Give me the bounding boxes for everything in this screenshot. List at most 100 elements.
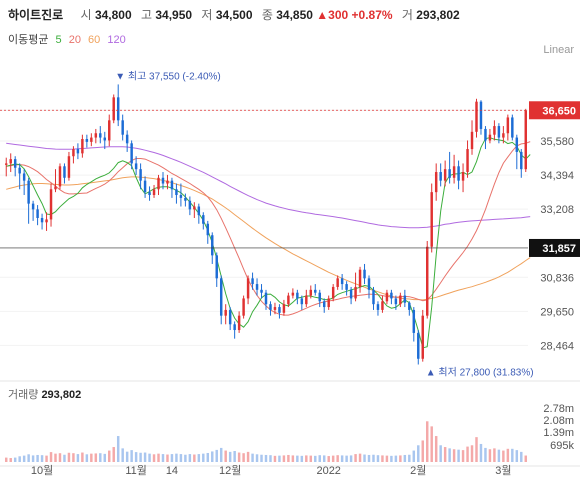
volume-bar bbox=[372, 454, 375, 462]
candle-body bbox=[219, 278, 223, 316]
candle-body bbox=[90, 137, 93, 142]
candle-body bbox=[457, 166, 460, 181]
last-price-badge bbox=[529, 101, 580, 120]
volume-bar bbox=[314, 455, 317, 462]
candle-body bbox=[358, 269, 362, 287]
volume-bar bbox=[103, 453, 107, 462]
candle-body bbox=[484, 128, 487, 141]
candle-body bbox=[318, 292, 321, 302]
volume-bar bbox=[515, 450, 519, 462]
close-value: 34,850 bbox=[276, 8, 313, 22]
volume-bar bbox=[340, 455, 344, 462]
candle-body bbox=[170, 180, 174, 190]
candle-body bbox=[403, 295, 407, 303]
candle-body bbox=[121, 120, 124, 135]
ma20-legend[interactable]: 20 bbox=[68, 34, 81, 46]
volume-bar bbox=[36, 454, 39, 462]
candle-body bbox=[31, 203, 35, 210]
candle-body bbox=[152, 189, 156, 196]
reference-badge-text: 31,857 bbox=[542, 243, 576, 255]
volume-bar bbox=[130, 450, 133, 462]
candle-body bbox=[5, 163, 8, 165]
volume-bar bbox=[224, 450, 227, 462]
volume-bar bbox=[488, 449, 492, 462]
volume-bar bbox=[45, 455, 48, 462]
candle-body bbox=[179, 195, 183, 198]
volume-bar bbox=[296, 455, 299, 462]
volume-bar bbox=[219, 447, 223, 462]
ma-legend[interactable]: 이동평균 5 20 60 120 bbox=[8, 31, 130, 47]
volume-bar bbox=[81, 452, 84, 462]
candle-body bbox=[340, 278, 344, 285]
ma5-legend[interactable]: 5 bbox=[55, 34, 62, 46]
volume-bar bbox=[246, 451, 250, 462]
volume-bar bbox=[237, 452, 241, 462]
volume-bar bbox=[457, 449, 460, 462]
volume-bar bbox=[327, 456, 330, 462]
last-price-badge-text: 36,650 bbox=[542, 105, 576, 117]
volume-bar bbox=[443, 447, 447, 462]
volume-value: 293,802 bbox=[416, 8, 460, 22]
volume-bar bbox=[430, 426, 433, 462]
candle-body bbox=[331, 286, 335, 299]
candle-body bbox=[309, 289, 313, 296]
volume-bar bbox=[524, 455, 527, 462]
candle-body bbox=[322, 301, 326, 308]
ma120-legend[interactable]: 120 bbox=[107, 34, 126, 46]
candle-body bbox=[502, 133, 505, 138]
candle-body bbox=[399, 295, 402, 305]
volume-bar bbox=[381, 455, 384, 462]
candle-body bbox=[434, 172, 438, 193]
volume-bar bbox=[278, 455, 281, 462]
candle-body bbox=[269, 304, 272, 310]
candle-body bbox=[143, 180, 147, 193]
price-tick-label: 35,580 bbox=[540, 136, 574, 148]
volume-bar bbox=[336, 455, 339, 462]
candle-body bbox=[479, 101, 483, 129]
candle-body bbox=[134, 163, 138, 170]
volume-bar bbox=[300, 455, 304, 462]
volume-bar bbox=[170, 454, 174, 462]
volume-bar bbox=[309, 455, 313, 462]
volume-bar bbox=[148, 453, 151, 462]
candle-body bbox=[443, 169, 447, 181]
candle-body bbox=[381, 301, 384, 310]
ma-legend-title: 이동평균 bbox=[8, 34, 49, 46]
volume-bar bbox=[264, 454, 268, 462]
stock-name: 하이트진로 bbox=[8, 8, 64, 22]
candle-body bbox=[349, 289, 353, 299]
volume-bar bbox=[134, 452, 138, 462]
candle-body bbox=[139, 169, 142, 181]
volume-bar bbox=[255, 454, 259, 462]
volume-bar bbox=[108, 450, 111, 462]
candle-body bbox=[54, 186, 57, 190]
volume-bar bbox=[358, 453, 362, 462]
volume-bar bbox=[305, 455, 308, 462]
change-value: ▲300 +0.87% bbox=[316, 8, 393, 22]
candle-body bbox=[85, 139, 89, 142]
candle-body bbox=[242, 298, 245, 316]
volume-bar bbox=[67, 452, 71, 462]
candle-body bbox=[493, 126, 496, 135]
scale-toggle[interactable]: Linear bbox=[543, 44, 574, 56]
candle-body bbox=[354, 286, 357, 299]
ma60-legend[interactable]: 60 bbox=[88, 34, 101, 46]
price-tick-label: 28,464 bbox=[540, 340, 574, 352]
x-tick-label: 14 bbox=[166, 465, 178, 477]
candle-body bbox=[211, 235, 214, 256]
volume-bar bbox=[58, 453, 62, 462]
high-label: 고 bbox=[140, 8, 153, 22]
x-tick-label: 2월 bbox=[410, 464, 426, 477]
open-value: 34,800 bbox=[94, 8, 132, 22]
candle-body bbox=[430, 192, 433, 247]
candle-body bbox=[58, 166, 62, 187]
x-tick-label: 12월 bbox=[219, 464, 241, 477]
volume-bar bbox=[273, 455, 277, 462]
volume-bar bbox=[112, 447, 115, 462]
candle-body bbox=[466, 149, 469, 173]
candle-body bbox=[202, 215, 205, 224]
volume-bar bbox=[228, 451, 232, 462]
volume-bar bbox=[233, 451, 236, 462]
volume-bar bbox=[412, 450, 416, 462]
